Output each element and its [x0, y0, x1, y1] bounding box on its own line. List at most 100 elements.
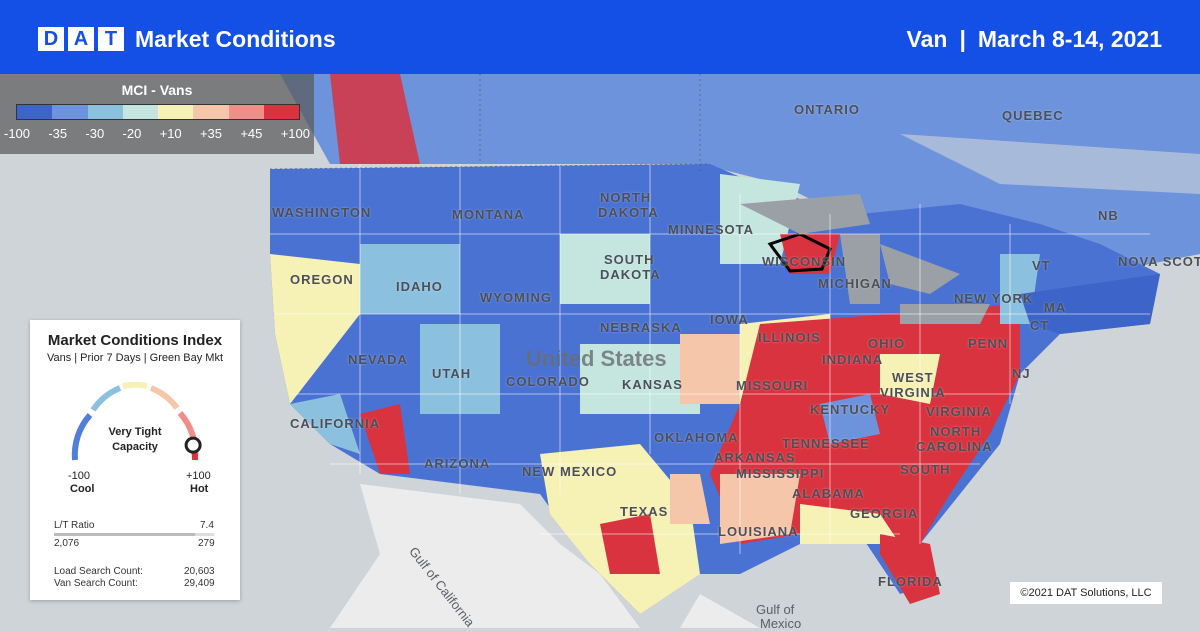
truck-count: 279: [198, 538, 215, 549]
map-label-virginia: VIRGINIA: [926, 404, 992, 419]
gauge-needle-icon: [184, 436, 202, 454]
map-label-south-carolina: SOUTH: [900, 462, 951, 477]
mci-legend: MCI - Vans -100 -35 -30 -20 +10 +35 +45 +100: [0, 74, 314, 154]
map-label-ma: MA: [1044, 300, 1067, 315]
map-label-illinois: ILLINOIS: [758, 330, 821, 345]
gauge-dial: [71, 381, 202, 461]
map-label-california: CALIFORNIA: [290, 416, 381, 431]
map-label-new-york: NEW YORK: [954, 291, 1034, 306]
capacity-line-2: Capacity: [112, 441, 158, 453]
legend-tick-6: +45: [240, 126, 263, 141]
legend-color-bar: [16, 104, 300, 120]
map-label-mississippi: MISSISSIPPI: [736, 466, 825, 481]
map-label-north-carolina-2: CAROLINA: [916, 439, 993, 454]
map-label-iowa: IOWA: [710, 312, 749, 327]
country-label: United States: [526, 346, 667, 371]
map-label-nb: NB: [1098, 208, 1119, 223]
map-label-alabama: ALABAMA: [792, 486, 865, 501]
gauge-min: -100: [68, 470, 91, 482]
map-label-nova-scotia: NOVA SCOTIA: [1118, 254, 1200, 269]
logo-letter-a: A: [68, 27, 94, 51]
map-label-nebraska: NEBRASKA: [600, 320, 682, 335]
legend-tick-5: +35: [199, 126, 223, 141]
legend-swatch-4: [158, 105, 194, 119]
map-label-texas: TEXAS: [620, 504, 669, 519]
map-label-nj: NJ: [1012, 366, 1031, 381]
map-label-oregon: OREGON: [290, 272, 354, 287]
legend-tick-2: -30: [85, 126, 105, 141]
map-label-colorado: COLORADO: [506, 374, 590, 389]
map-label-utah: UTAH: [432, 366, 472, 381]
logo-letter-d: D: [38, 27, 64, 51]
gauge-max: +100: [186, 470, 211, 482]
map-label-kansas: KANSAS: [622, 377, 683, 392]
lt-ratio-fill: [54, 533, 195, 536]
gauge-cool-label: Cool: [70, 483, 95, 495]
card-subtitle: Vans | Prior 7 Days | Green Bay Mkt: [46, 352, 224, 364]
gauge-hot-label: Hot: [190, 483, 209, 495]
map-label-tennessee: TENNESSEE: [782, 436, 870, 451]
map-label-west-virginia-1: WEST: [892, 370, 934, 385]
legend-swatch-2: [87, 105, 123, 119]
map-label-ontario: ONTARIO: [794, 102, 860, 117]
van-search-label: Van Search Count:: [54, 578, 138, 589]
page-title: Market Conditions: [135, 26, 336, 52]
map-label-ohio: OHIO: [868, 336, 906, 351]
market-conditions-card: Market Conditions Index Vans | Prior 7 D…: [30, 320, 240, 600]
legend-swatch-6: [228, 105, 264, 119]
legend-swatch-5: [193, 105, 229, 119]
lt-ratio-value: 7.4: [200, 520, 214, 531]
dat-logo: D A T: [38, 27, 124, 51]
header-separator: |: [959, 26, 966, 52]
map-label-kentucky: KENTUCKY: [810, 402, 891, 417]
copyright-notice: ©2021 DAT Solutions, LLC: [1010, 582, 1162, 604]
legend-swatch-7: [263, 105, 299, 119]
water-label-gulf-of: Gulf of: [756, 602, 795, 617]
map-label-north-dakota-1: NORTH: [600, 190, 652, 205]
date-range: March 8-14, 2021: [977, 26, 1162, 52]
map-label-montana: MONTANA: [452, 207, 525, 222]
map-label-ct: CT: [1030, 318, 1050, 333]
map-label-nevada: NEVADA: [348, 352, 408, 367]
van-search-value: 29,409: [184, 578, 215, 589]
map-label-wyoming: WYOMING: [480, 290, 552, 305]
map-label-west-virginia-2: VIRGINIA: [880, 385, 946, 400]
load-search-value: 20,603: [184, 566, 215, 577]
legend-title: MCI - Vans: [121, 82, 193, 98]
card-title: Market Conditions Index: [47, 332, 223, 349]
legend-tick-1: -35: [48, 126, 68, 141]
header-info: Van | March 8-14, 2021: [907, 26, 1162, 53]
water-label-mexico: Mexico: [760, 616, 802, 631]
map-label-georgia: GEORGIA: [850, 506, 919, 521]
legend-swatch-3: [122, 105, 158, 119]
map-label-louisiana: LOUISIANA: [718, 524, 799, 539]
map-label-wisconsin: WISCONSIN: [762, 254, 847, 269]
map-label-arizona: ARIZONA: [424, 456, 491, 471]
map-label-new-mexico: NEW MEXICO: [522, 464, 618, 479]
legend-swatch-0: [17, 105, 53, 119]
legend-swatch-1: [52, 105, 88, 119]
lt-ratio-label: L/T Ratio: [54, 520, 95, 531]
map-label-indiana: INDIANA: [822, 352, 884, 367]
map-label-arkansas: ARKANSAS: [714, 450, 796, 465]
map-label-quebec: QUEBEC: [1002, 108, 1064, 123]
legend-tick-0: -100: [4, 126, 31, 141]
lt-ratio-bar: [54, 533, 214, 536]
map-label-florida: FLORIDA: [878, 574, 943, 589]
map-label-minnesota: MINNESOTA: [668, 222, 755, 237]
load-count: 2,076: [54, 538, 80, 549]
capacity-line-1: Very Tight: [108, 426, 162, 438]
map-label-idaho: IDAHO: [396, 279, 443, 294]
legend-ticks: -100 -35 -30 -20 +10 +35 +45 +100: [4, 126, 310, 141]
logo-letter-t: T: [98, 27, 124, 51]
legend-tick-3: -20: [122, 126, 142, 141]
map-canvas: [0, 74, 1200, 628]
map-label-south-dakota-1: SOUTH: [604, 252, 655, 267]
market-map[interactable]: WASHINGTON MONTANA NORTH DAKOTA MINNESOT…: [0, 74, 1200, 631]
legend-tick-4: +10: [159, 126, 182, 141]
map-label-north-dakota-2: DAKOTA: [598, 205, 659, 220]
map-label-penn: PENN: [968, 336, 1009, 351]
map-label-michigan: MICHIGAN: [818, 276, 892, 291]
capacity-text: Very Tight Capacity: [30, 425, 240, 455]
legend-tick-7: +100: [280, 126, 310, 141]
